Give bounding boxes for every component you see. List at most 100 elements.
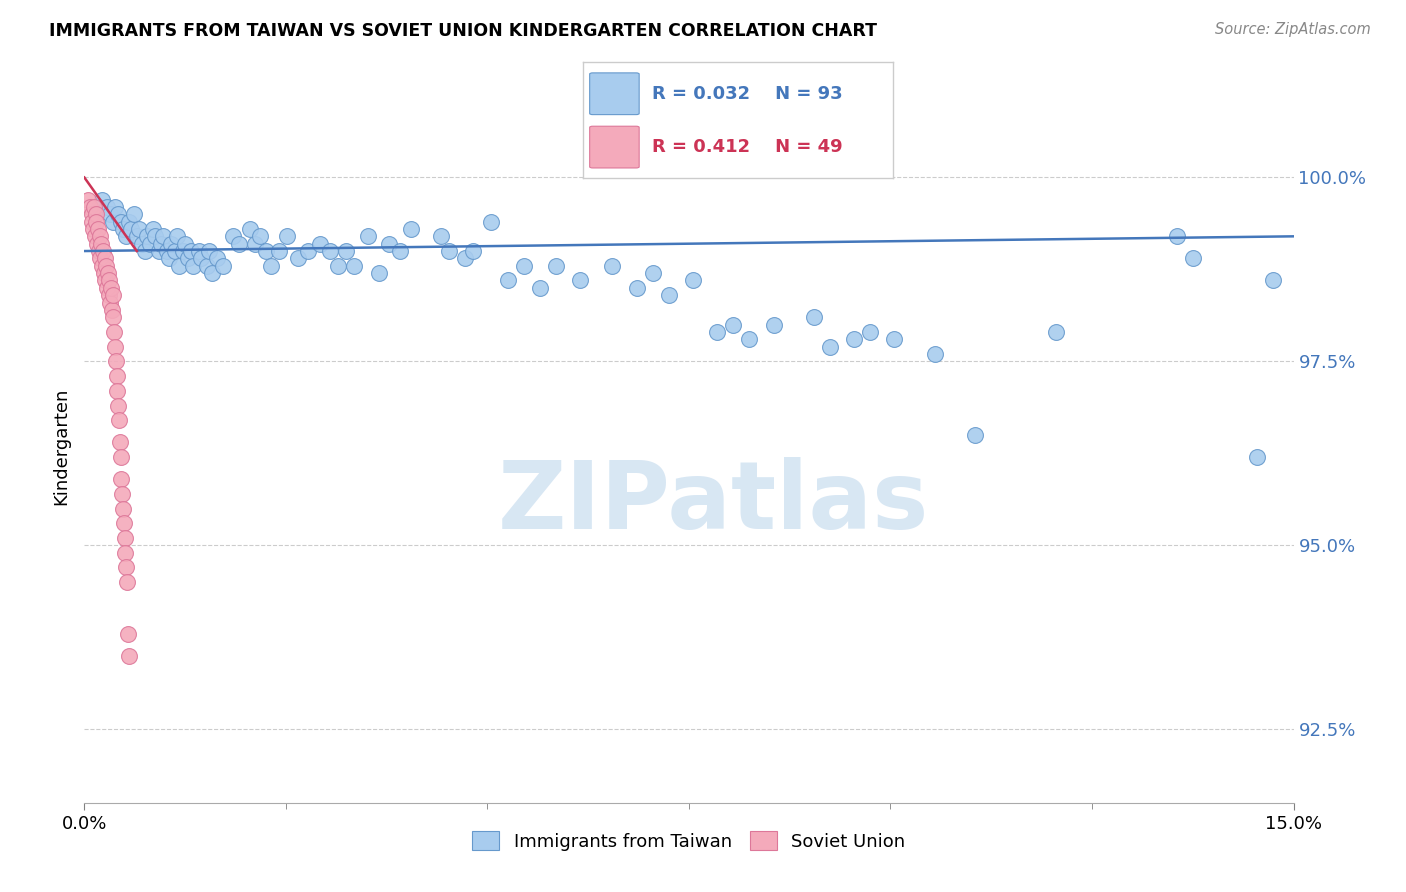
Point	[89, 229, 111, 244]
Point	[496, 273, 519, 287]
Point	[91, 193, 114, 207]
Point	[239, 222, 262, 236]
Point	[115, 229, 138, 244]
Point	[222, 229, 245, 244]
Point	[738, 332, 761, 346]
Point	[297, 244, 319, 258]
Point	[128, 222, 150, 236]
Point	[389, 244, 412, 258]
Point	[762, 318, 785, 332]
Point	[166, 229, 188, 244]
Point	[87, 200, 110, 214]
Point	[101, 288, 124, 302]
Point	[100, 302, 122, 317]
Point	[89, 252, 111, 266]
Point	[319, 244, 342, 258]
Point	[98, 207, 121, 221]
Point	[115, 560, 138, 574]
Point	[114, 531, 136, 545]
Point	[107, 399, 129, 413]
Point	[1166, 229, 1188, 244]
Point	[91, 259, 114, 273]
Text: R = 0.032    N = 93: R = 0.032 N = 93	[651, 85, 842, 103]
Point	[335, 244, 357, 258]
Point	[245, 236, 267, 251]
Point	[254, 244, 277, 258]
Point	[97, 288, 120, 302]
Point	[148, 244, 170, 258]
Point	[115, 575, 138, 590]
Point	[512, 259, 534, 273]
Point	[461, 244, 484, 258]
Point	[544, 259, 567, 273]
Y-axis label: Kindergarten: Kindergarten	[52, 387, 70, 505]
Point	[187, 244, 209, 258]
Point	[100, 281, 122, 295]
Point	[260, 259, 283, 273]
Point	[98, 295, 121, 310]
Point	[108, 435, 131, 450]
Point	[103, 310, 125, 325]
Point	[378, 236, 401, 251]
Point	[104, 200, 127, 214]
Point	[1263, 273, 1285, 287]
Point	[118, 214, 141, 228]
Point	[174, 236, 197, 251]
Point	[86, 236, 108, 251]
Point	[481, 214, 503, 228]
Point	[124, 207, 146, 221]
Point	[269, 244, 291, 258]
Point	[172, 244, 194, 258]
Point	[818, 340, 841, 354]
Text: Source: ZipAtlas.com: Source: ZipAtlas.com	[1215, 22, 1371, 37]
FancyBboxPatch shape	[589, 73, 640, 114]
Point	[84, 207, 107, 221]
Point	[134, 244, 156, 258]
Point	[112, 516, 135, 531]
Point	[136, 229, 159, 244]
Point	[90, 236, 112, 251]
Point	[131, 236, 153, 251]
Point	[114, 546, 136, 560]
FancyBboxPatch shape	[589, 126, 640, 168]
Point	[1246, 450, 1268, 464]
Point	[110, 214, 132, 228]
Point	[965, 428, 987, 442]
Point	[176, 252, 198, 266]
Text: IMMIGRANTS FROM TAIWAN VS SOVIET UNION KINDERGARTEN CORRELATION CHART: IMMIGRANTS FROM TAIWAN VS SOVIET UNION K…	[49, 22, 877, 40]
Point	[367, 266, 389, 280]
Point	[429, 229, 451, 244]
Point	[152, 229, 174, 244]
Point	[924, 347, 946, 361]
Point	[190, 252, 212, 266]
Point	[97, 266, 120, 280]
Point	[118, 648, 141, 663]
Point	[454, 252, 477, 266]
Point	[83, 200, 105, 214]
Point	[706, 325, 728, 339]
Point	[87, 244, 110, 258]
Point	[93, 252, 115, 266]
Legend: Immigrants from Taiwan, Soviet Union: Immigrants from Taiwan, Soviet Union	[465, 824, 912, 858]
Point	[844, 332, 866, 346]
Point	[883, 332, 905, 346]
Point	[87, 222, 110, 236]
Point	[80, 207, 103, 221]
Point	[107, 207, 129, 221]
Point	[195, 259, 218, 273]
Point	[529, 281, 551, 295]
Point	[143, 229, 166, 244]
Point	[111, 487, 134, 501]
Point	[859, 325, 882, 339]
Point	[682, 273, 704, 287]
Point	[112, 501, 135, 516]
Point	[139, 236, 162, 251]
Point	[626, 281, 648, 295]
Text: ZIPatlas: ZIPatlas	[498, 457, 929, 549]
Point	[276, 229, 298, 244]
Point	[287, 252, 309, 266]
Point	[108, 413, 131, 427]
Point	[723, 318, 745, 332]
Point	[1181, 252, 1204, 266]
Point	[198, 244, 221, 258]
